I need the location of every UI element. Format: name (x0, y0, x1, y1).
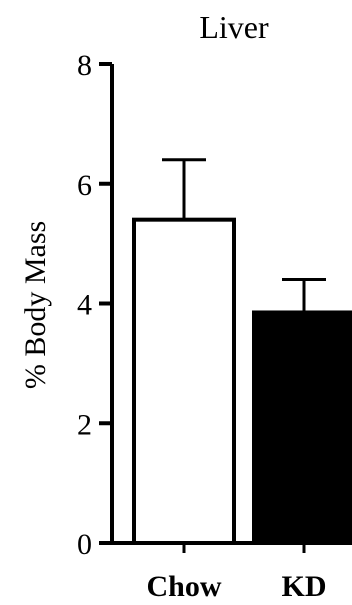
x-tick-label-chow: Chow (146, 570, 221, 603)
y-tick-label: 4 (77, 289, 92, 322)
y-axis-ticks: 0 2 4 6 8 (77, 49, 112, 561)
y-tick-label: 2 (77, 408, 92, 441)
bar-kd (254, 312, 352, 543)
bar-chow (134, 220, 234, 543)
chart-title: Liver (199, 9, 269, 45)
x-axis-labels: Chow KD (146, 543, 326, 603)
y-axis-label: % Body Mass (19, 221, 52, 389)
bars (134, 160, 352, 543)
y-tick-label: 0 (77, 528, 92, 561)
y-tick-label: 6 (77, 169, 92, 202)
x-tick-label-kd: KD (282, 570, 327, 603)
y-tick-label: 8 (77, 49, 92, 82)
